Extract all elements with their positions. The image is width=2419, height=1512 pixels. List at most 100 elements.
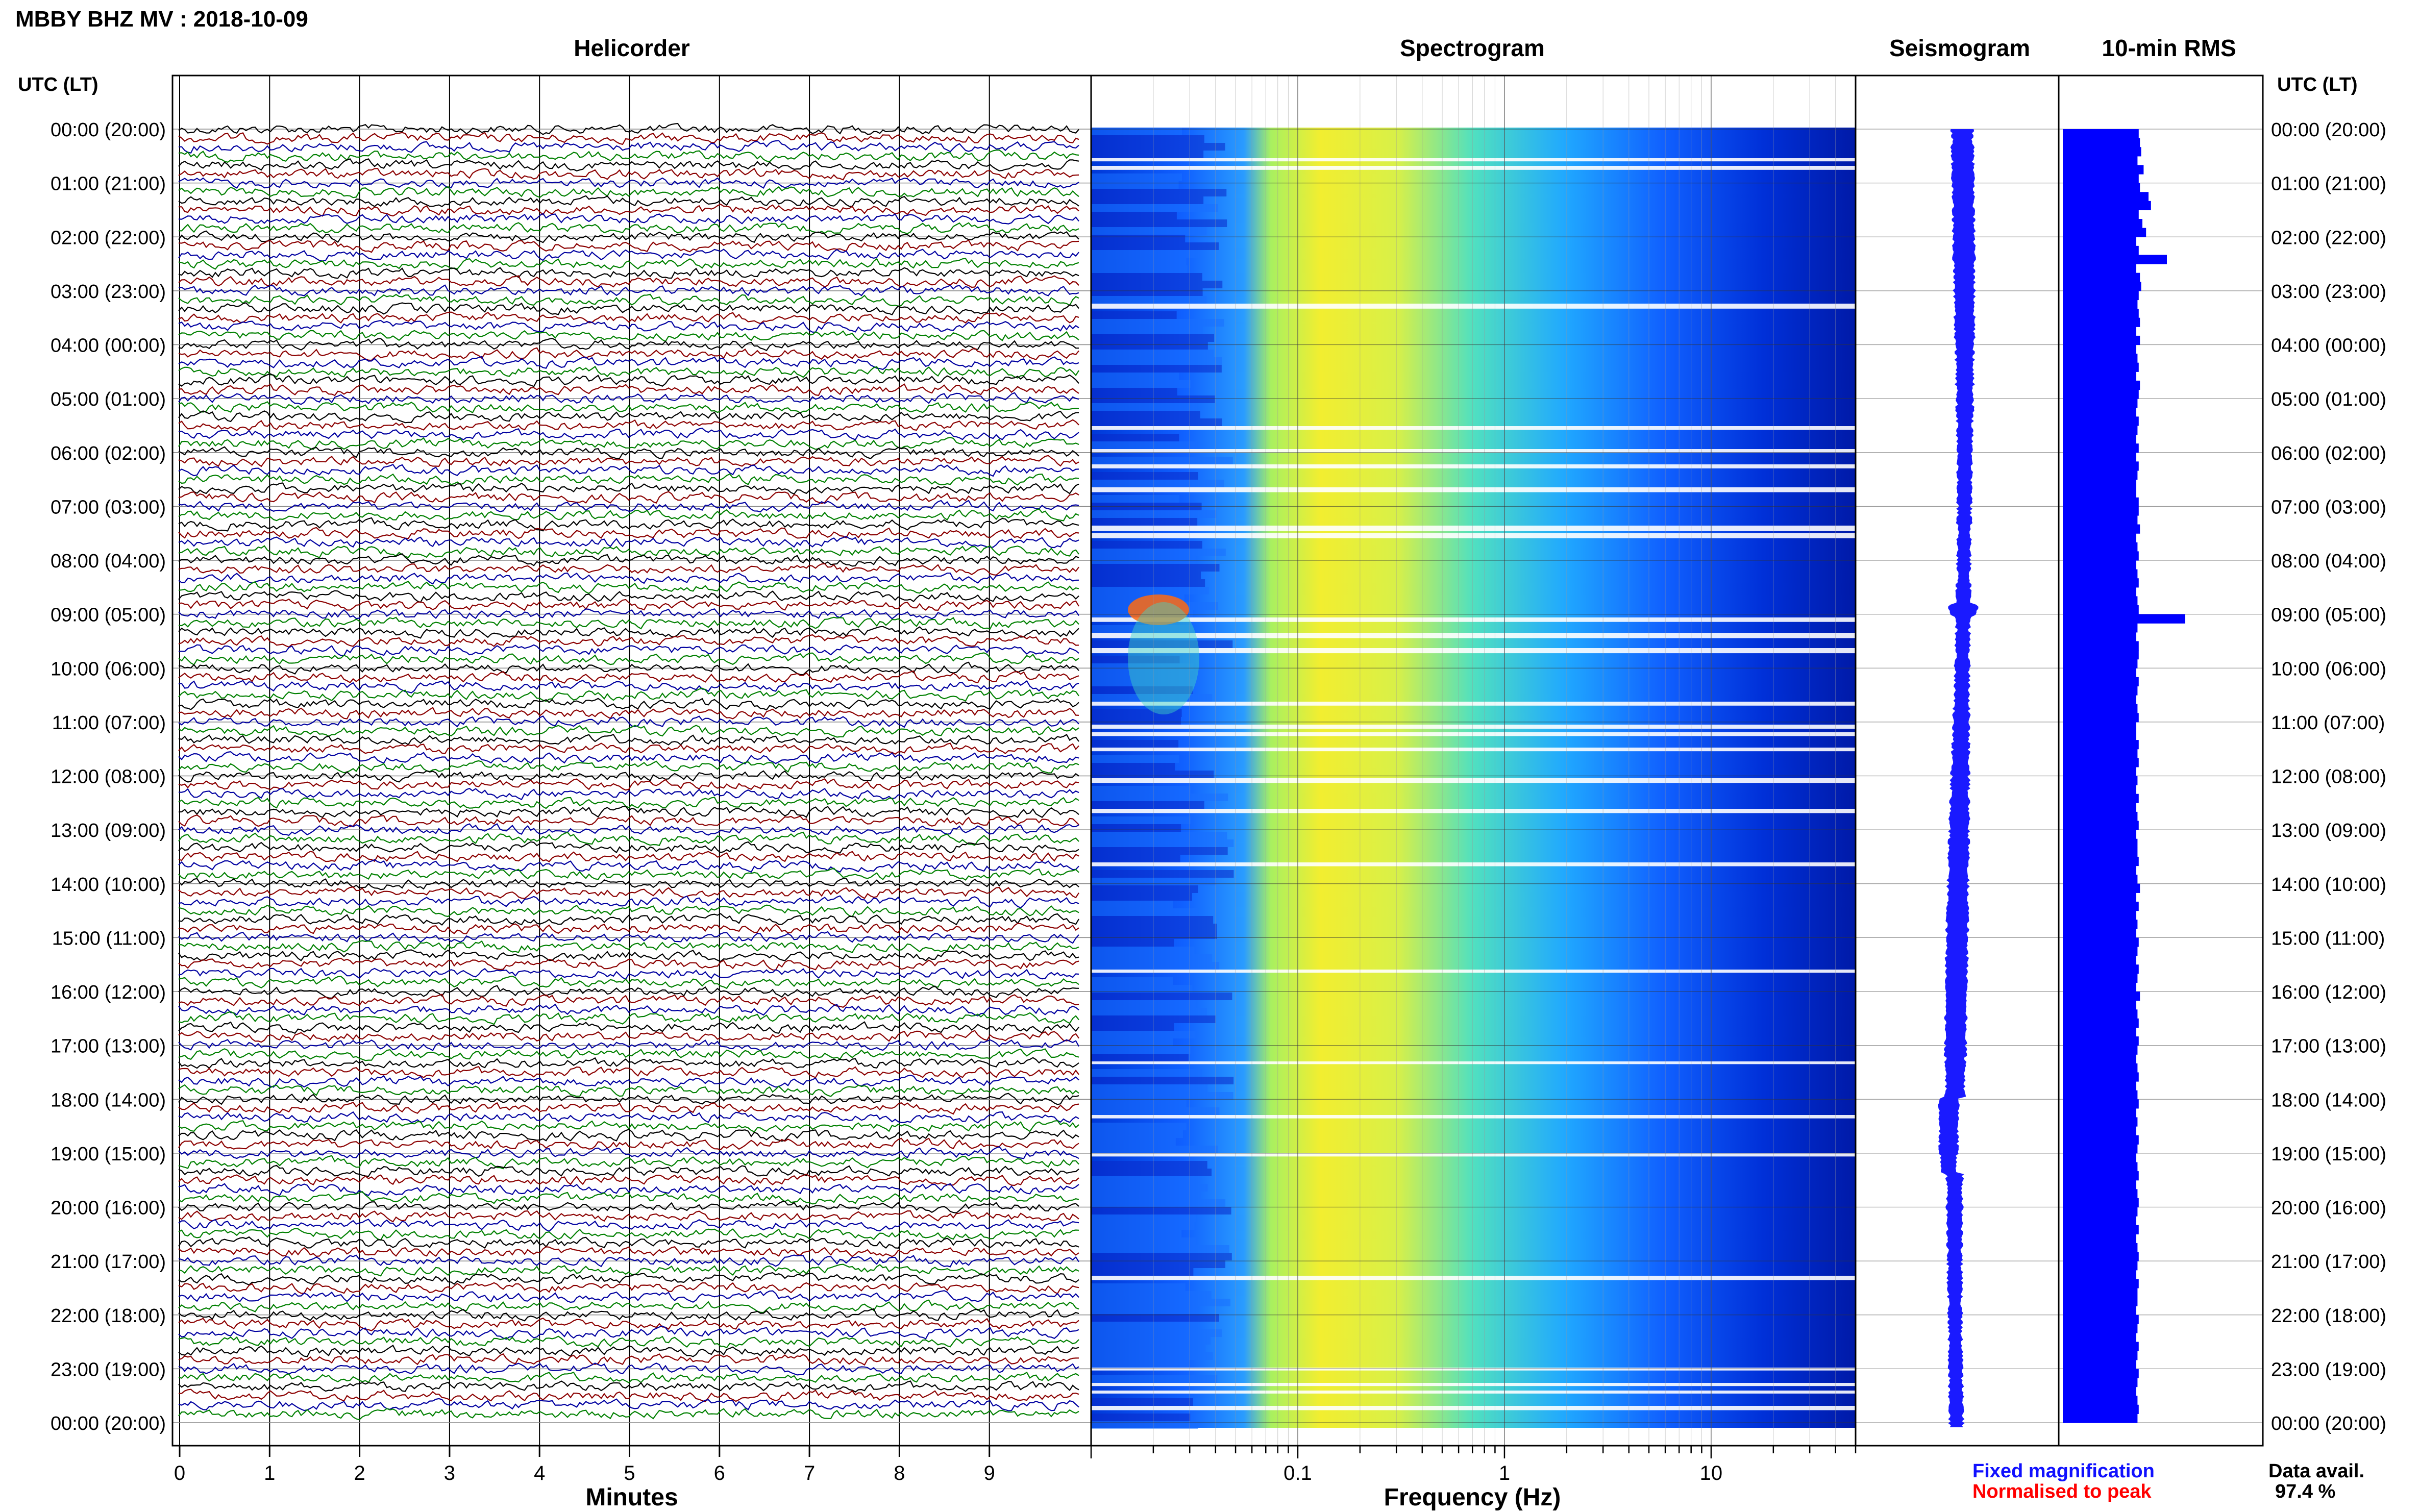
minutes-axis-label: Minutes [585, 1484, 678, 1511]
spectrogram-band [1091, 1199, 1226, 1207]
rms-bar [2063, 165, 2144, 175]
helicorder-trace [178, 122, 1079, 135]
helicorder-trace [178, 1111, 1079, 1124]
spectrogram-band [1091, 380, 1192, 388]
rms-bar [2063, 641, 2139, 651]
spectrogram-band [1091, 794, 1228, 801]
time-label-right: 18:00 (14:00) [2271, 1089, 2386, 1111]
spectrogram-gap [1091, 1406, 1856, 1410]
spectrogram-band [1091, 173, 1182, 181]
helicorder-trace [178, 347, 1079, 361]
rms-bar [2063, 551, 2139, 561]
helicorder-trace [178, 437, 1079, 450]
time-label-right: 06:00 (02:00) [2271, 443, 2386, 464]
spectrogram-gap [1091, 304, 1856, 309]
spectrogram-band [1091, 625, 1194, 633]
rms-bar [2063, 1027, 2136, 1037]
helicorder-trace [178, 949, 1079, 962]
rms-bar [2063, 425, 2138, 435]
rms-bar [2063, 1252, 2139, 1261]
rms-bar [2063, 1036, 2139, 1046]
spectrogram-hotspot [1128, 594, 1189, 625]
helicorder-trace [178, 661, 1079, 676]
time-label-left: 12:00 (08:00) [51, 766, 166, 788]
rms-bar [2063, 335, 2140, 345]
helicorder-trace [178, 230, 1079, 243]
rms-bar [2063, 785, 2136, 795]
helicorder-trace [178, 203, 1079, 217]
helicorder-trace [178, 455, 1079, 467]
helicorder-trace [178, 1353, 1079, 1366]
rms-bar [2063, 659, 2138, 668]
rms-bar [2063, 569, 2138, 579]
rms-bar [2063, 964, 2139, 974]
spectrogram-band [1091, 281, 1223, 288]
helicorder-trace [178, 1299, 1079, 1313]
spectrogram-band [1091, 839, 1234, 847]
data-avail-label: Data avail. [2268, 1460, 2364, 1482]
minute-tick-label: 6 [714, 1462, 725, 1484]
helicorder-trace [178, 851, 1079, 863]
helicorder-trace [178, 957, 1079, 971]
helicorder-trace [178, 195, 1079, 208]
rms-bar [2063, 955, 2136, 965]
spectrogram-band [1091, 694, 1213, 702]
spectrogram-band [1091, 510, 1217, 518]
spectrogram-band [1091, 893, 1192, 901]
helicorder-trace [178, 994, 1079, 1008]
spectrogram-band [1091, 235, 1186, 242]
helicorder-trace [178, 1120, 1079, 1133]
time-label-right: 16:00 (12:00) [2271, 982, 2386, 1003]
helicorder-trace [178, 841, 1079, 854]
spectrogram-band [1091, 855, 1180, 862]
time-label-right: 22:00 (18:00) [2271, 1305, 2386, 1327]
rms-bar [2063, 1359, 2136, 1369]
rms-bar [2063, 1144, 2138, 1154]
rms-bar [2063, 1216, 2136, 1226]
helicorder-trace [178, 258, 1079, 270]
helicorder-trace [178, 365, 1079, 379]
time-label-right: 20:00 (16:00) [2271, 1198, 2386, 1219]
spectrogram-band [1091, 1077, 1234, 1084]
spectrogram-band [1091, 1046, 1191, 1054]
time-label-left: 00:00 (20:00) [51, 119, 166, 141]
helicorder-trace [178, 707, 1079, 720]
spectrogram-band [1091, 1260, 1226, 1268]
helicorder-trace [178, 267, 1079, 279]
helicorder-trace [178, 626, 1079, 639]
spectrogram-band [1091, 1345, 1206, 1352]
helicorder-trace [178, 482, 1079, 495]
rms-bar [2063, 1072, 2139, 1082]
rms-bar [2063, 766, 2136, 777]
time-label-left: 23:00 (19:00) [51, 1359, 166, 1380]
rms-bar [2063, 1332, 2136, 1343]
rms-bar [2063, 542, 2138, 552]
helicorder-trace [178, 931, 1079, 944]
helicorder-trace [178, 132, 1079, 145]
rms-bar [2063, 147, 2141, 157]
helicorder-trace [178, 985, 1079, 999]
spectrogram-band [1091, 1421, 1198, 1429]
spectrogram-band [1091, 671, 1191, 679]
rms-bar [2063, 1018, 2139, 1028]
spectrogram-band [1091, 411, 1200, 418]
rms-bar [2063, 865, 2136, 875]
spectrogram-gap [1091, 778, 1856, 783]
time-label-right: 02:00 (22:00) [2271, 227, 2386, 249]
helicorder-trace [178, 1398, 1079, 1411]
spectrogram-band [1091, 1146, 1218, 1153]
utc-lt-label-right: UTC (LT) [2277, 74, 2358, 95]
helicorder-trace [178, 823, 1079, 836]
rms-bar [2063, 1243, 2138, 1253]
spectrogram-band [1091, 1092, 1233, 1100]
helicorder-trace [178, 1173, 1079, 1186]
helicorder-trace [178, 778, 1079, 791]
helicorder-trace [178, 1246, 1079, 1257]
rms-bar [2063, 1198, 2139, 1208]
rms-bar [2063, 704, 2138, 713]
time-label-left: 15:00 (11:00) [52, 928, 166, 949]
rms-bar [2063, 506, 2139, 516]
rms-bar [2063, 354, 2138, 363]
rms-bar [2063, 156, 2138, 166]
spectrogram-band [1091, 1161, 1207, 1169]
